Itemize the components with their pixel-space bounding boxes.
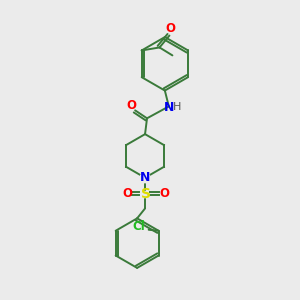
Text: O: O <box>165 22 176 35</box>
Text: O: O <box>126 99 136 112</box>
Text: S: S <box>141 187 151 201</box>
Text: O: O <box>122 187 132 200</box>
Text: N: N <box>164 101 174 114</box>
Circle shape <box>140 173 150 183</box>
Text: Cl: Cl <box>132 220 145 233</box>
Text: O: O <box>160 187 170 200</box>
Text: H: H <box>172 102 181 112</box>
Text: N: N <box>140 171 150 184</box>
